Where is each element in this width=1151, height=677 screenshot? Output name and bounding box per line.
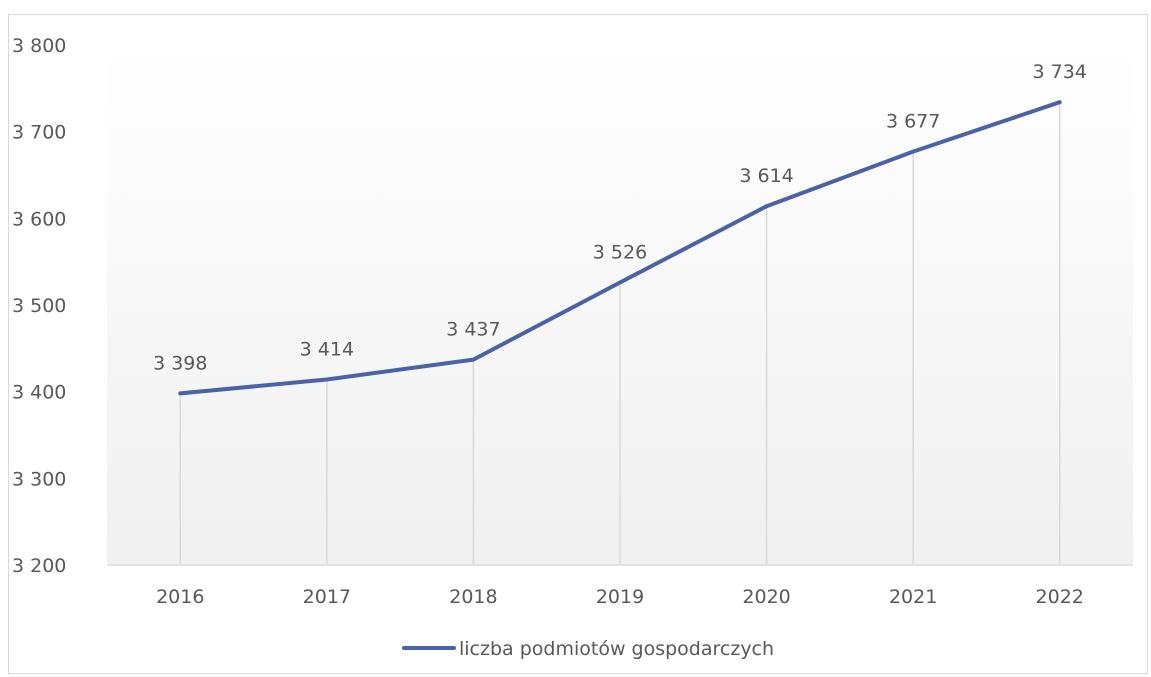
x-tick-label: 2019 [596,586,644,608]
data-label: 3 398 [153,352,207,374]
y-tick-label: 3 300 [12,468,66,490]
y-tick-label: 3 600 [12,208,66,230]
data-label: 3 414 [300,339,354,361]
y-tick-label: 3 700 [12,122,66,144]
x-axis-ticks: 2016 2017 2018 2019 2020 2021 2022 [156,586,1084,608]
legend: liczba podmiotów gospodarczych [402,638,774,660]
drop-lines [179,102,1061,565]
x-tick-label: 2021 [889,586,937,608]
x-tick-label: 2020 [742,586,790,608]
x-tick-label: 2016 [156,586,204,608]
data-label: 3 526 [593,241,647,263]
series-line [178,100,1062,396]
data-label: 3 677 [886,111,940,133]
x-tick-label: 2017 [303,586,351,608]
y-tick-label: 3 200 [12,555,66,577]
data-label: 3 437 [446,319,500,341]
legend-label: liczba podmiotów gospodarczych [459,638,774,660]
data-labels: 3 398 3 414 3 437 3 526 3 614 3 677 3 734 [153,61,1087,374]
x-tick-label: 2018 [449,586,497,608]
data-label: 3 614 [739,165,793,187]
y-axis-ticks: 3 200 3 300 3 400 3 500 3 600 3 700 3 800 [12,35,66,577]
x-tick-label: 2022 [1036,586,1084,608]
y-tick-label: 3 800 [12,35,66,57]
y-tick-label: 3 500 [12,295,66,317]
y-tick-label: 3 400 [12,382,66,404]
data-label: 3 734 [1033,61,1087,83]
